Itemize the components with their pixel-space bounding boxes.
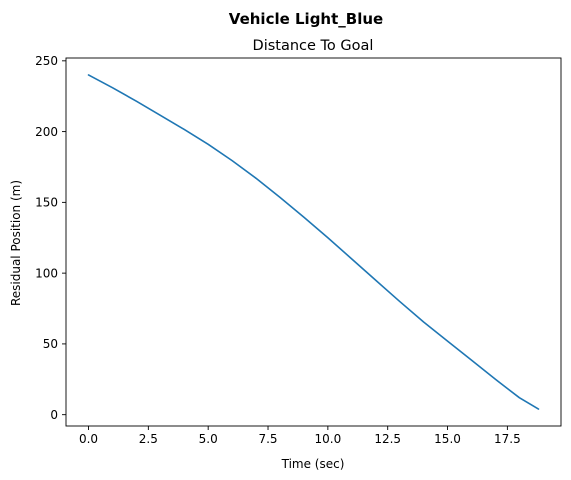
x-tick-label: 15.0 bbox=[434, 432, 461, 446]
y-tick-label: 250 bbox=[35, 54, 58, 68]
y-tick-label: 200 bbox=[35, 125, 58, 139]
y-tick-label: 50 bbox=[43, 337, 58, 351]
x-tick-label: 0.0 bbox=[79, 432, 98, 446]
x-tick-label: 17.5 bbox=[494, 432, 521, 446]
x-tick-label: 7.5 bbox=[258, 432, 277, 446]
x-axis-label: Time (sec) bbox=[281, 457, 345, 471]
chart-title: Distance To Goal bbox=[253, 38, 374, 54]
y-axis-label: Residual Position (m) bbox=[9, 180, 23, 306]
chart-suptitle: Vehicle Light_Blue bbox=[229, 10, 383, 28]
plot-area: 0.0 2.5 5.0 7.5 10.0 12.5 15.0 17.5 0 50 100 150 200… bbox=[35, 54, 562, 446]
x-tick-label: 10.0 bbox=[315, 432, 342, 446]
y-tick-label: 150 bbox=[35, 196, 58, 210]
x-tick-label: 5.0 bbox=[199, 432, 218, 446]
x-tick-label: 2.5 bbox=[139, 432, 158, 446]
series-line-0 bbox=[87, 74, 540, 410]
axes-frame bbox=[65, 57, 562, 427]
y-tick-label: 0 bbox=[50, 408, 58, 422]
x-tick-label: 12.5 bbox=[374, 432, 401, 446]
y-tick-label: 100 bbox=[35, 266, 58, 280]
